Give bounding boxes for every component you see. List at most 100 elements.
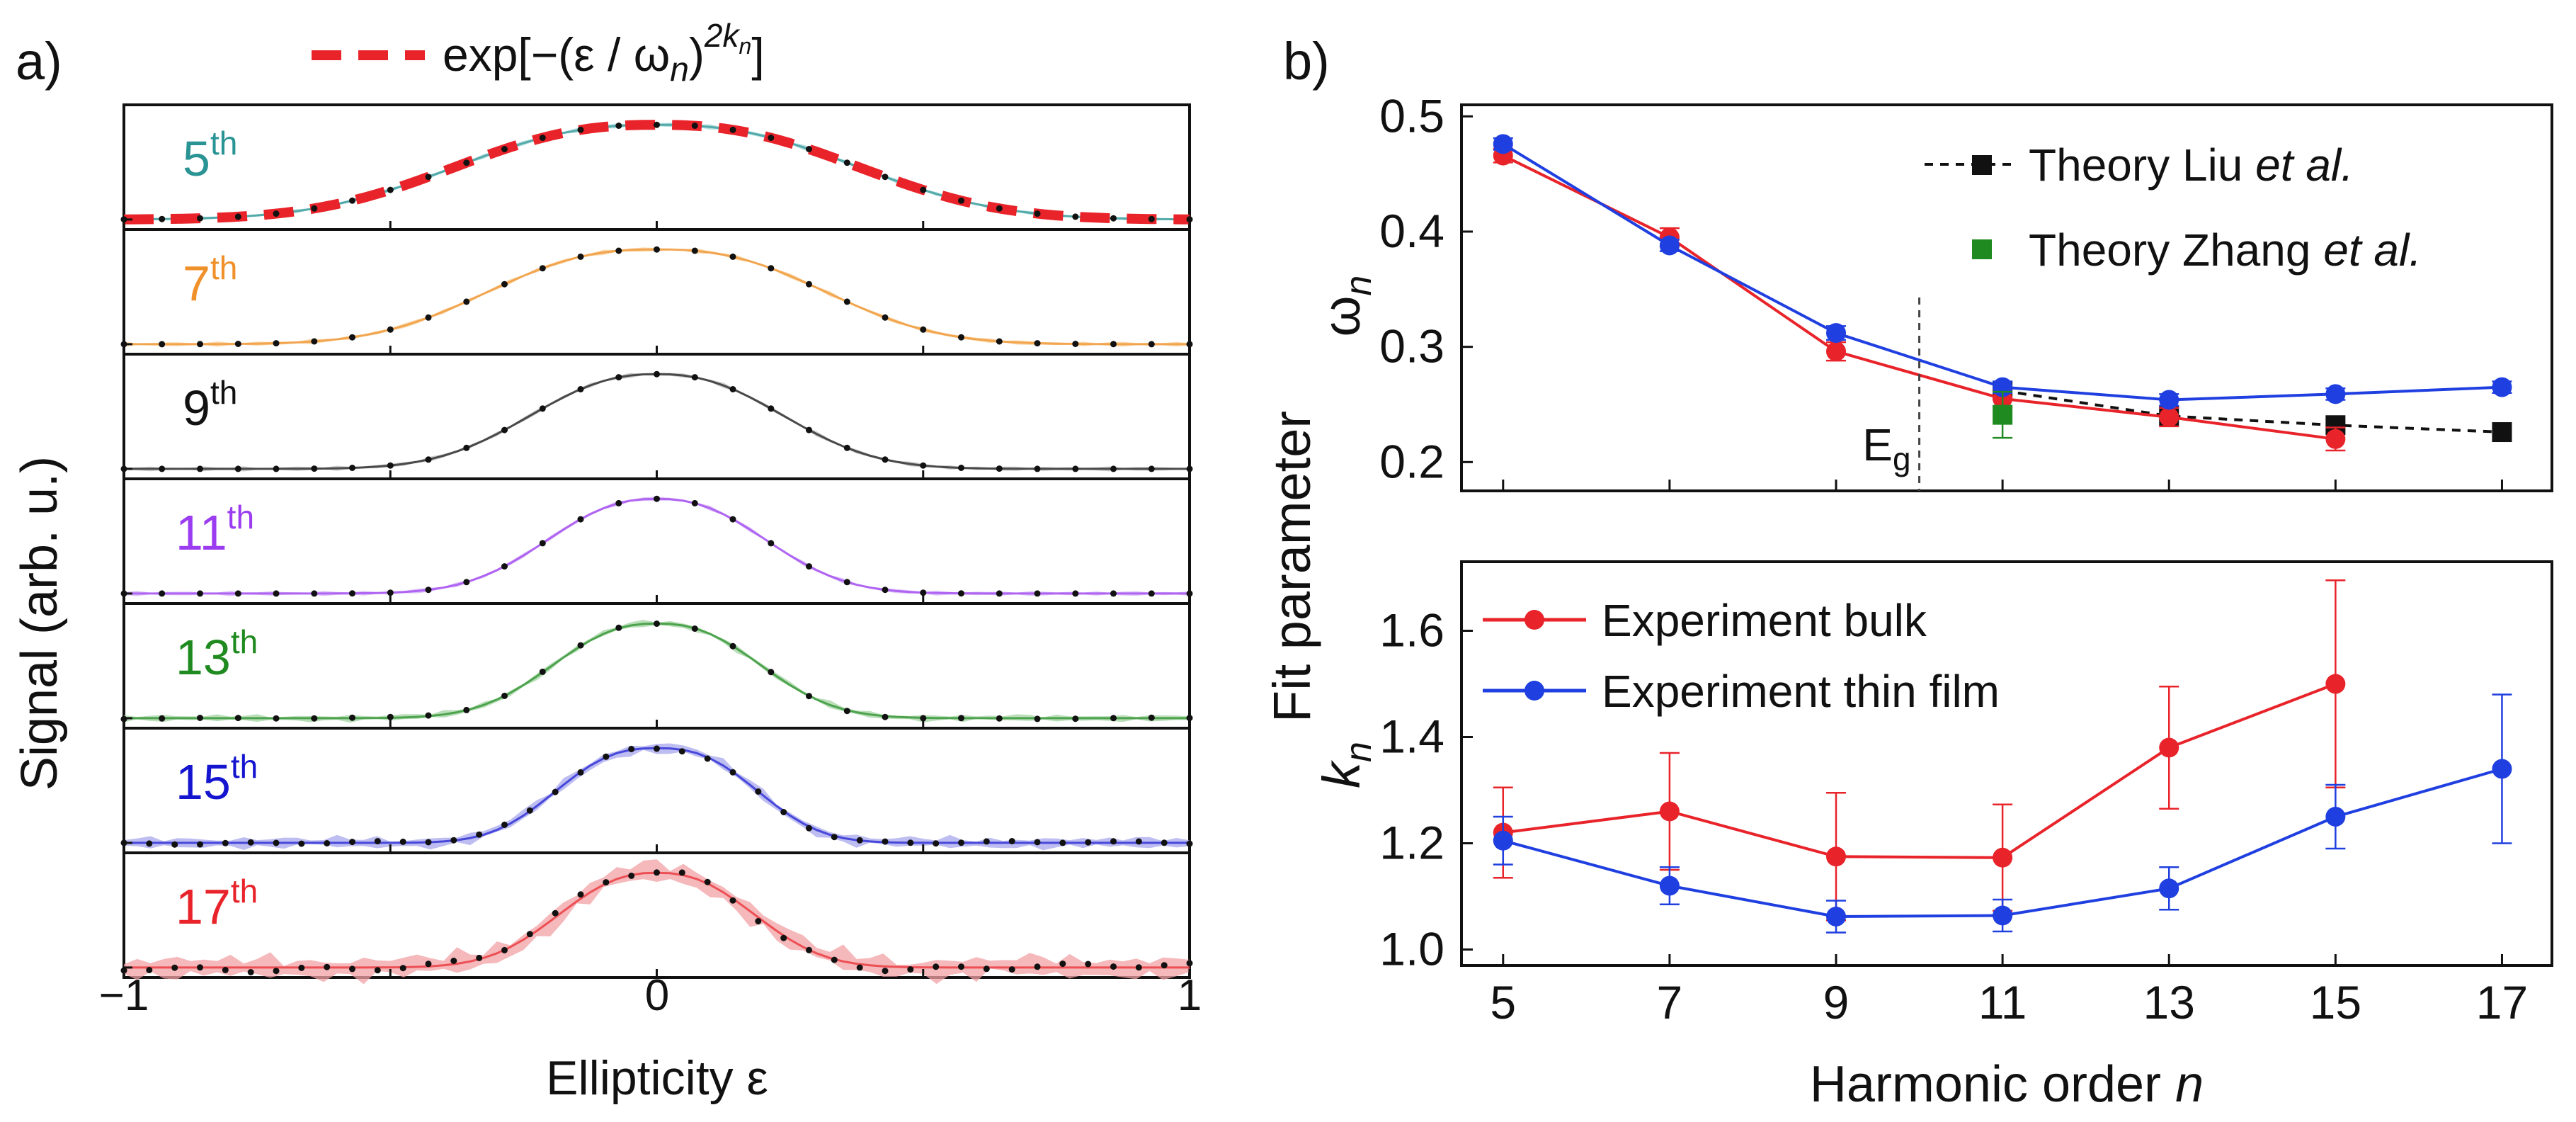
data-point [1072, 341, 1079, 347]
data-point [1085, 839, 1092, 846]
fit-curve [124, 747, 1190, 844]
data-point [374, 838, 381, 845]
data-point [1072, 465, 1079, 472]
data-point [425, 839, 432, 846]
data-point [1186, 341, 1193, 348]
data-point [197, 215, 203, 222]
data-point [552, 788, 559, 795]
data-point [768, 669, 775, 676]
uncertainty-band [124, 743, 1190, 851]
data-point [615, 624, 622, 631]
data-point [882, 968, 889, 975]
harmonic-subpanel: 17th [120, 851, 1193, 985]
data-point [1008, 966, 1015, 973]
data-point [1493, 134, 1513, 154]
data-point [691, 123, 698, 129]
data-point [425, 712, 432, 719]
y-tick-label: 0.4 [1379, 205, 1444, 257]
data-point [1034, 715, 1041, 722]
data-point [654, 495, 660, 502]
panel-b-bottom-y-axis: 1.0 1.2 1.4 1.6 [1379, 604, 1444, 975]
x-tick-label: 11 [1978, 976, 2027, 1028]
data-point [159, 215, 166, 222]
data-point [920, 715, 927, 722]
data-point [1110, 838, 1117, 845]
data-point [755, 918, 762, 924]
data-point [1034, 590, 1041, 597]
data-point [539, 405, 546, 412]
data-point [539, 668, 546, 675]
data-point [425, 456, 432, 463]
x-tick-label: 1 [1178, 971, 1202, 1020]
data-point [577, 642, 584, 649]
data-point [1186, 960, 1193, 967]
data-point [2325, 429, 2346, 449]
data-point [349, 465, 355, 471]
data-point [501, 426, 508, 434]
data-point [628, 872, 635, 879]
harmonic-label: 5th [183, 125, 237, 186]
data-point [1186, 715, 1193, 722]
data-point [387, 713, 394, 720]
data-point [349, 965, 355, 973]
data-point [476, 831, 483, 838]
data-point [247, 969, 254, 975]
data-point [806, 563, 812, 570]
data-point [958, 590, 964, 597]
data-point [882, 713, 889, 720]
data-point [996, 338, 1003, 345]
data-point [615, 123, 622, 129]
data-point [552, 910, 559, 917]
omega-axis-label: ωn [1312, 276, 1379, 337]
data-point [1110, 341, 1117, 348]
legend-bulk-marker [1524, 610, 1544, 630]
x-tick-label: 9 [1823, 976, 1850, 1028]
data-point [450, 958, 457, 964]
data-point [159, 341, 166, 348]
data-point [197, 715, 203, 721]
data-point [882, 586, 889, 594]
harmonic-label: 13th [176, 623, 258, 685]
data-point [1186, 465, 1193, 472]
data-point [831, 956, 838, 963]
data-point [197, 341, 203, 348]
data-point [704, 755, 711, 762]
data-point [933, 840, 940, 847]
data-point [907, 966, 914, 973]
data-point [1993, 404, 2013, 425]
data-point [691, 247, 698, 254]
x-tick-label: 0 [645, 971, 669, 1020]
data-point [539, 135, 546, 141]
y-tick-label: 0.2 [1379, 435, 1444, 487]
data-point [311, 590, 318, 597]
data-point [577, 891, 584, 898]
data-point [349, 334, 355, 341]
data-point [349, 839, 355, 846]
data-point [678, 869, 685, 876]
data-point [2492, 759, 2512, 779]
data-point [2492, 422, 2512, 443]
data-point [958, 715, 964, 722]
panel-a-label: a) [16, 32, 62, 91]
series-line [1503, 682, 2337, 859]
data-point [654, 869, 660, 876]
data-point [1034, 465, 1041, 472]
data-point [983, 838, 990, 845]
harmonic-label: 9th [183, 374, 237, 436]
data-point [324, 963, 331, 970]
data-point [1110, 590, 1117, 597]
fit-curve [124, 248, 1190, 346]
uncertainty-band [124, 247, 1190, 347]
data-point [463, 706, 470, 713]
data-point [958, 963, 964, 970]
data-point [577, 126, 584, 133]
data-point [1659, 235, 1680, 256]
legend-zhang-marker [1972, 239, 1992, 259]
data-point [882, 838, 889, 845]
legend-liu-marker [1972, 155, 1992, 175]
data-point [273, 715, 280, 722]
data-point [678, 748, 685, 755]
data-point [1072, 213, 1079, 220]
data-point [577, 769, 584, 776]
data-point [146, 967, 153, 973]
